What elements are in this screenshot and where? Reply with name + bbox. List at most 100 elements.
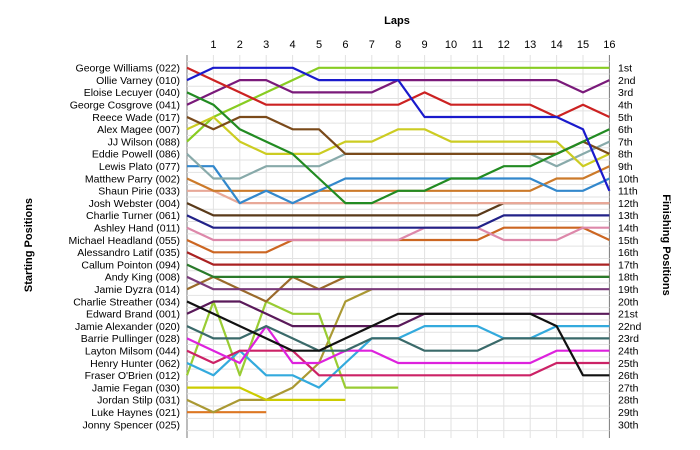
driver-label: Lewis Plato (077) <box>99 161 180 173</box>
driver-label: Shaun Pirie (033) <box>98 186 180 198</box>
finishing-position-label: 8th <box>618 149 633 161</box>
lap-tick-label: 12 <box>498 39 510 51</box>
lap-tick-label: 16 <box>603 39 615 51</box>
driver-label: Alex Magee (007) <box>97 124 180 136</box>
series-line <box>187 165 610 205</box>
finishing-position-label: 10th <box>618 173 639 185</box>
series-line <box>186 226 610 242</box>
series-line <box>186 325 610 365</box>
right-axis-title: Finishing Positions <box>660 194 672 295</box>
lap-tick-label: 1 <box>210 39 216 51</box>
driver-label: Barrie Pullinger (028) <box>81 333 180 345</box>
series-lines <box>185 66 611 414</box>
driver-label: Andy King (008) <box>105 272 180 284</box>
lap-tick-label: 2 <box>237 39 243 51</box>
driver-label: Charlie Streather (034) <box>73 296 180 308</box>
finishing-position-label: 25th <box>618 358 639 370</box>
driver-label: Jamie Fegan (030) <box>92 382 180 394</box>
finishing-position-label: 23rd <box>618 333 639 345</box>
series-line <box>186 300 610 328</box>
lap-tick-label: 4 <box>290 39 296 51</box>
series-line <box>185 300 399 389</box>
driver-label: Jamie Alexander (020) <box>75 321 180 333</box>
driver-label: Fraser O'Brien (012) <box>85 370 180 382</box>
finishing-position-label: 22nd <box>618 321 642 333</box>
series-line <box>186 251 610 266</box>
series-line <box>186 66 610 119</box>
finishing-position-label: 15th <box>618 235 639 247</box>
series-line <box>187 189 610 205</box>
series-line <box>186 275 610 291</box>
starting-position-labels: Ollie Varney (010)George Williams (022) E… <box>69 63 180 432</box>
driver-label: Eloise Lecuyer (040) <box>84 87 180 99</box>
finishing-position-label: 26th <box>618 370 639 382</box>
finishing-position-label: 30th <box>618 419 639 431</box>
lap-tick-label: 9 <box>422 39 428 51</box>
lap-tick-label: 8 <box>395 39 401 51</box>
series-line <box>186 115 610 168</box>
finishing-position-label: 13th <box>618 210 639 222</box>
finishing-position-label: 5th <box>618 112 633 124</box>
driver-label: Jordan Stilp (031) <box>97 395 180 407</box>
finishing-position-label: 19th <box>618 284 639 296</box>
finishing-position-label: 6th <box>618 124 633 136</box>
finishing-position-label: 3rd <box>618 87 633 99</box>
finishing-position-label: 14th <box>618 223 639 235</box>
lap-tick-label: 11 <box>472 39 483 51</box>
driver-label: Jonny Spencer (025) <box>83 419 180 431</box>
finishing-position-label: 11th <box>618 186 638 198</box>
series-line <box>186 66 611 192</box>
finishing-position-label: 27th <box>618 382 639 394</box>
finishing-position-label: 9th <box>618 161 633 173</box>
driver-label: Jamie Dyzra (014) <box>94 284 180 296</box>
finishing-position-label: 17th <box>618 259 639 271</box>
series-line <box>186 66 610 143</box>
series-line <box>186 263 610 278</box>
finishing-position-label: 18th <box>618 272 639 284</box>
driver-label: Layton Milsom (044) <box>85 346 180 358</box>
driver-label: Luke Haynes (021) <box>91 407 180 419</box>
lap-tick-label: 3 <box>263 39 269 51</box>
finishing-position-label: 7th <box>618 136 633 148</box>
finishing-position-label: 4th <box>618 100 633 112</box>
lap-tick-label: 7 <box>369 39 375 51</box>
lap-tick-label: 10 <box>445 39 457 51</box>
lap-tick-labels: 1 2 3 4 5 6 7 8 9 10 11 12 13 14 15 16 <box>210 39 615 51</box>
driver-label: Henry Hunter (062) <box>90 358 180 370</box>
driver-label: George Williams (022) <box>76 63 180 75</box>
finishing-position-label: 16th <box>618 247 639 259</box>
driver-label: Charlie Turner (061) <box>86 210 180 222</box>
driver-label: Callum Pointon (094) <box>81 259 180 271</box>
series-line <box>186 91 610 205</box>
finishing-position-label: 20th <box>618 296 639 308</box>
finishing-position-label: 29th <box>618 407 639 419</box>
finishing-position-label: 28th <box>618 395 639 407</box>
x-axis-title: Laps <box>384 15 410 27</box>
driver-label: Edward Brand (001) <box>86 309 180 321</box>
lap-tick-label: 6 <box>342 39 348 51</box>
lap-tick-label: 13 <box>524 39 536 51</box>
series-line <box>187 386 346 401</box>
driver-label: Alessandro Latif (035) <box>77 247 180 259</box>
finishing-position-label: 2nd <box>618 75 636 87</box>
series-line <box>186 288 373 414</box>
driver-label: Michael Headland (055) <box>69 235 180 247</box>
finishing-position-label: 21st <box>618 309 638 321</box>
driver-label: Reece Wade (017) <box>92 112 180 124</box>
driver-label: Matthew Parry (002) <box>85 173 180 185</box>
lap-tick-label: 5 <box>316 39 322 51</box>
lap-tick-label: 14 <box>550 39 562 51</box>
series-line <box>186 115 610 155</box>
driver-label: George Cosgrove (041) <box>70 100 180 112</box>
driver-label: Ashley Hand (011) <box>94 223 180 235</box>
finishing-position-labels: 1st2nd3rd4th5th6th7th8th9th10th11th12th1… <box>618 63 642 432</box>
finishing-position-label: 24th <box>618 346 639 358</box>
driver-label: Josh Webster (004) <box>89 198 180 210</box>
grid <box>186 55 610 438</box>
series-line <box>186 214 610 229</box>
lap-tick-label: 15 <box>577 39 589 51</box>
driver-label: Ollie Varney (010) <box>96 75 180 87</box>
driver-label: JJ Wilson (088) <box>108 136 180 148</box>
series-line <box>186 300 610 377</box>
